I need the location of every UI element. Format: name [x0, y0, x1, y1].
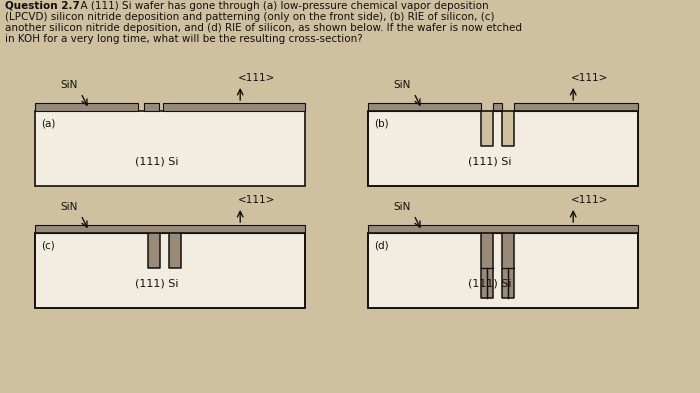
- Bar: [482, 223, 494, 298]
- Bar: [169, 233, 176, 268]
- Bar: [503, 223, 514, 298]
- Bar: [148, 223, 160, 268]
- Bar: [368, 233, 638, 308]
- Bar: [514, 103, 638, 111]
- Bar: [503, 101, 514, 146]
- Bar: [35, 233, 305, 308]
- Bar: [155, 233, 160, 268]
- Text: <111>: <111>: [238, 73, 276, 83]
- Bar: [482, 101, 494, 146]
- Bar: [487, 233, 494, 298]
- Bar: [368, 103, 482, 111]
- Text: Question 2.7: Question 2.7: [5, 1, 80, 11]
- Bar: [148, 262, 160, 268]
- Bar: [148, 233, 155, 268]
- Text: (a): (a): [41, 119, 55, 129]
- Text: (LPCVD) silicon nitride deposition and patterning (only on the front side), (b) : (LPCVD) silicon nitride deposition and p…: [5, 12, 494, 22]
- Text: (111) Si: (111) Si: [134, 157, 178, 167]
- Bar: [368, 233, 638, 308]
- Bar: [503, 233, 508, 298]
- Text: <111>: <111>: [571, 73, 608, 83]
- Text: <111>: <111>: [571, 195, 608, 205]
- Text: SiN: SiN: [393, 80, 411, 90]
- Bar: [176, 233, 181, 268]
- Bar: [35, 233, 305, 308]
- Bar: [35, 225, 305, 233]
- Bar: [169, 223, 181, 268]
- Text: another silicon nitride deposition, and (d) RIE of silicon, as shown below. If t: another silicon nitride deposition, and …: [5, 23, 522, 33]
- Text: in KOH for a very long time, what will be the resulting cross-section?: in KOH for a very long time, what will b…: [5, 34, 363, 44]
- Bar: [508, 233, 514, 298]
- Bar: [163, 103, 305, 111]
- Bar: [503, 262, 514, 268]
- Bar: [368, 111, 638, 186]
- Bar: [35, 111, 305, 186]
- Text: (111) Si: (111) Si: [468, 279, 511, 289]
- Bar: [144, 103, 159, 111]
- Bar: [482, 262, 494, 268]
- Bar: [494, 103, 503, 111]
- Text: SiN: SiN: [60, 202, 78, 212]
- Text: (b): (b): [374, 119, 388, 129]
- Text: SiN: SiN: [60, 80, 78, 90]
- Text: <111>: <111>: [238, 195, 276, 205]
- Bar: [35, 103, 138, 111]
- Bar: [482, 233, 487, 298]
- Text: (c): (c): [41, 241, 55, 251]
- Text: SiN: SiN: [393, 202, 411, 212]
- Text: A (111) Si wafer has gone through (a) low-pressure chemical vapor deposition: A (111) Si wafer has gone through (a) lo…: [74, 1, 489, 11]
- Text: (111) Si: (111) Si: [468, 157, 511, 167]
- Text: (111) Si: (111) Si: [134, 279, 178, 289]
- Text: (d): (d): [374, 241, 388, 251]
- Bar: [368, 111, 638, 186]
- Bar: [368, 225, 638, 233]
- Bar: [169, 262, 181, 268]
